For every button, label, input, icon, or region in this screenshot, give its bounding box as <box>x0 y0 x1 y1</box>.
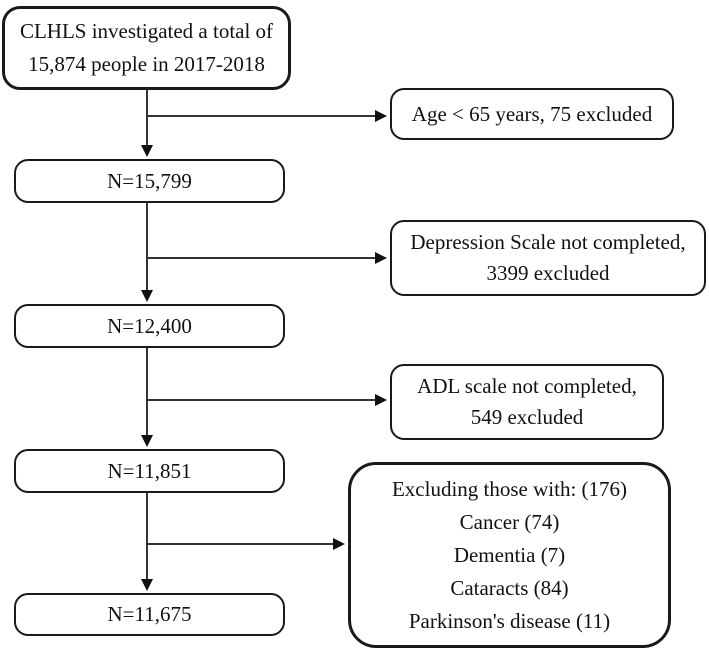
cohort-box-n12400: N=12,400 <box>14 304 285 348</box>
exclusion-box-diseases: Excluding those with: (176) Cancer (74) … <box>348 462 671 648</box>
start-box-line-2: 15,874 people in 2017-2018 <box>28 52 265 76</box>
start-box-line-1: CLHLS investigated a total of <box>19 19 274 43</box>
exclusion-box-adl: ADL scale not completed, 549 excluded <box>390 364 664 440</box>
exclusion-box-line: Parkinson's disease (11) <box>408 608 611 633</box>
start-box: CLHLS investigated a total of 15,874 peo… <box>2 6 291 90</box>
cohort-box-n11851: N=11,851 <box>14 449 285 493</box>
exclusion-box-line: 549 excluded <box>470 405 584 429</box>
exclusion-box-line: Excluding those with: (176) <box>391 476 628 501</box>
exclusion-box-line: ADL scale not completed, <box>417 374 637 398</box>
exclusion-box-line: Depression Scale not completed, <box>410 230 686 254</box>
exclusion-box-line: 3399 excluded <box>486 261 610 285</box>
exclusion-box-line: Dementia (7) <box>453 542 566 567</box>
exclusion-box-depression: Depression Scale not completed, 3399 exc… <box>390 220 706 296</box>
exclusion-box-line: Cataracts (84) <box>450 575 569 600</box>
cohort-box-n11675: N=11,675 <box>14 593 285 636</box>
cohort-box-label: N=11,851 <box>107 458 192 483</box>
cohort-box-label: N=11,675 <box>107 602 192 626</box>
cohort-box-label: N=15,799 <box>107 168 192 193</box>
exclusion-box-age: Age < 65 years, 75 excluded <box>390 88 674 140</box>
cohort-box-n15799: N=15,799 <box>14 159 285 203</box>
exclusion-box-line: Cancer (74) <box>459 509 560 534</box>
exclusion-box-line: Age < 65 years, 75 excluded <box>411 101 653 126</box>
cohort-box-label: N=12,400 <box>107 313 192 338</box>
